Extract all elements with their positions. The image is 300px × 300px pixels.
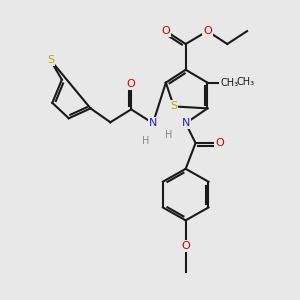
Text: N: N (182, 118, 190, 128)
Text: O: O (181, 241, 190, 251)
Text: O: O (203, 26, 212, 36)
Text: N: N (149, 118, 157, 128)
Text: S: S (170, 101, 177, 111)
Text: O: O (215, 138, 224, 148)
Text: CH₃: CH₃ (220, 78, 238, 88)
Text: H: H (142, 136, 150, 146)
Text: S: S (47, 55, 54, 65)
Text: H: H (165, 130, 172, 140)
Text: O: O (127, 79, 136, 88)
Text: CH₃: CH₃ (236, 77, 254, 87)
Text: O: O (161, 26, 170, 36)
